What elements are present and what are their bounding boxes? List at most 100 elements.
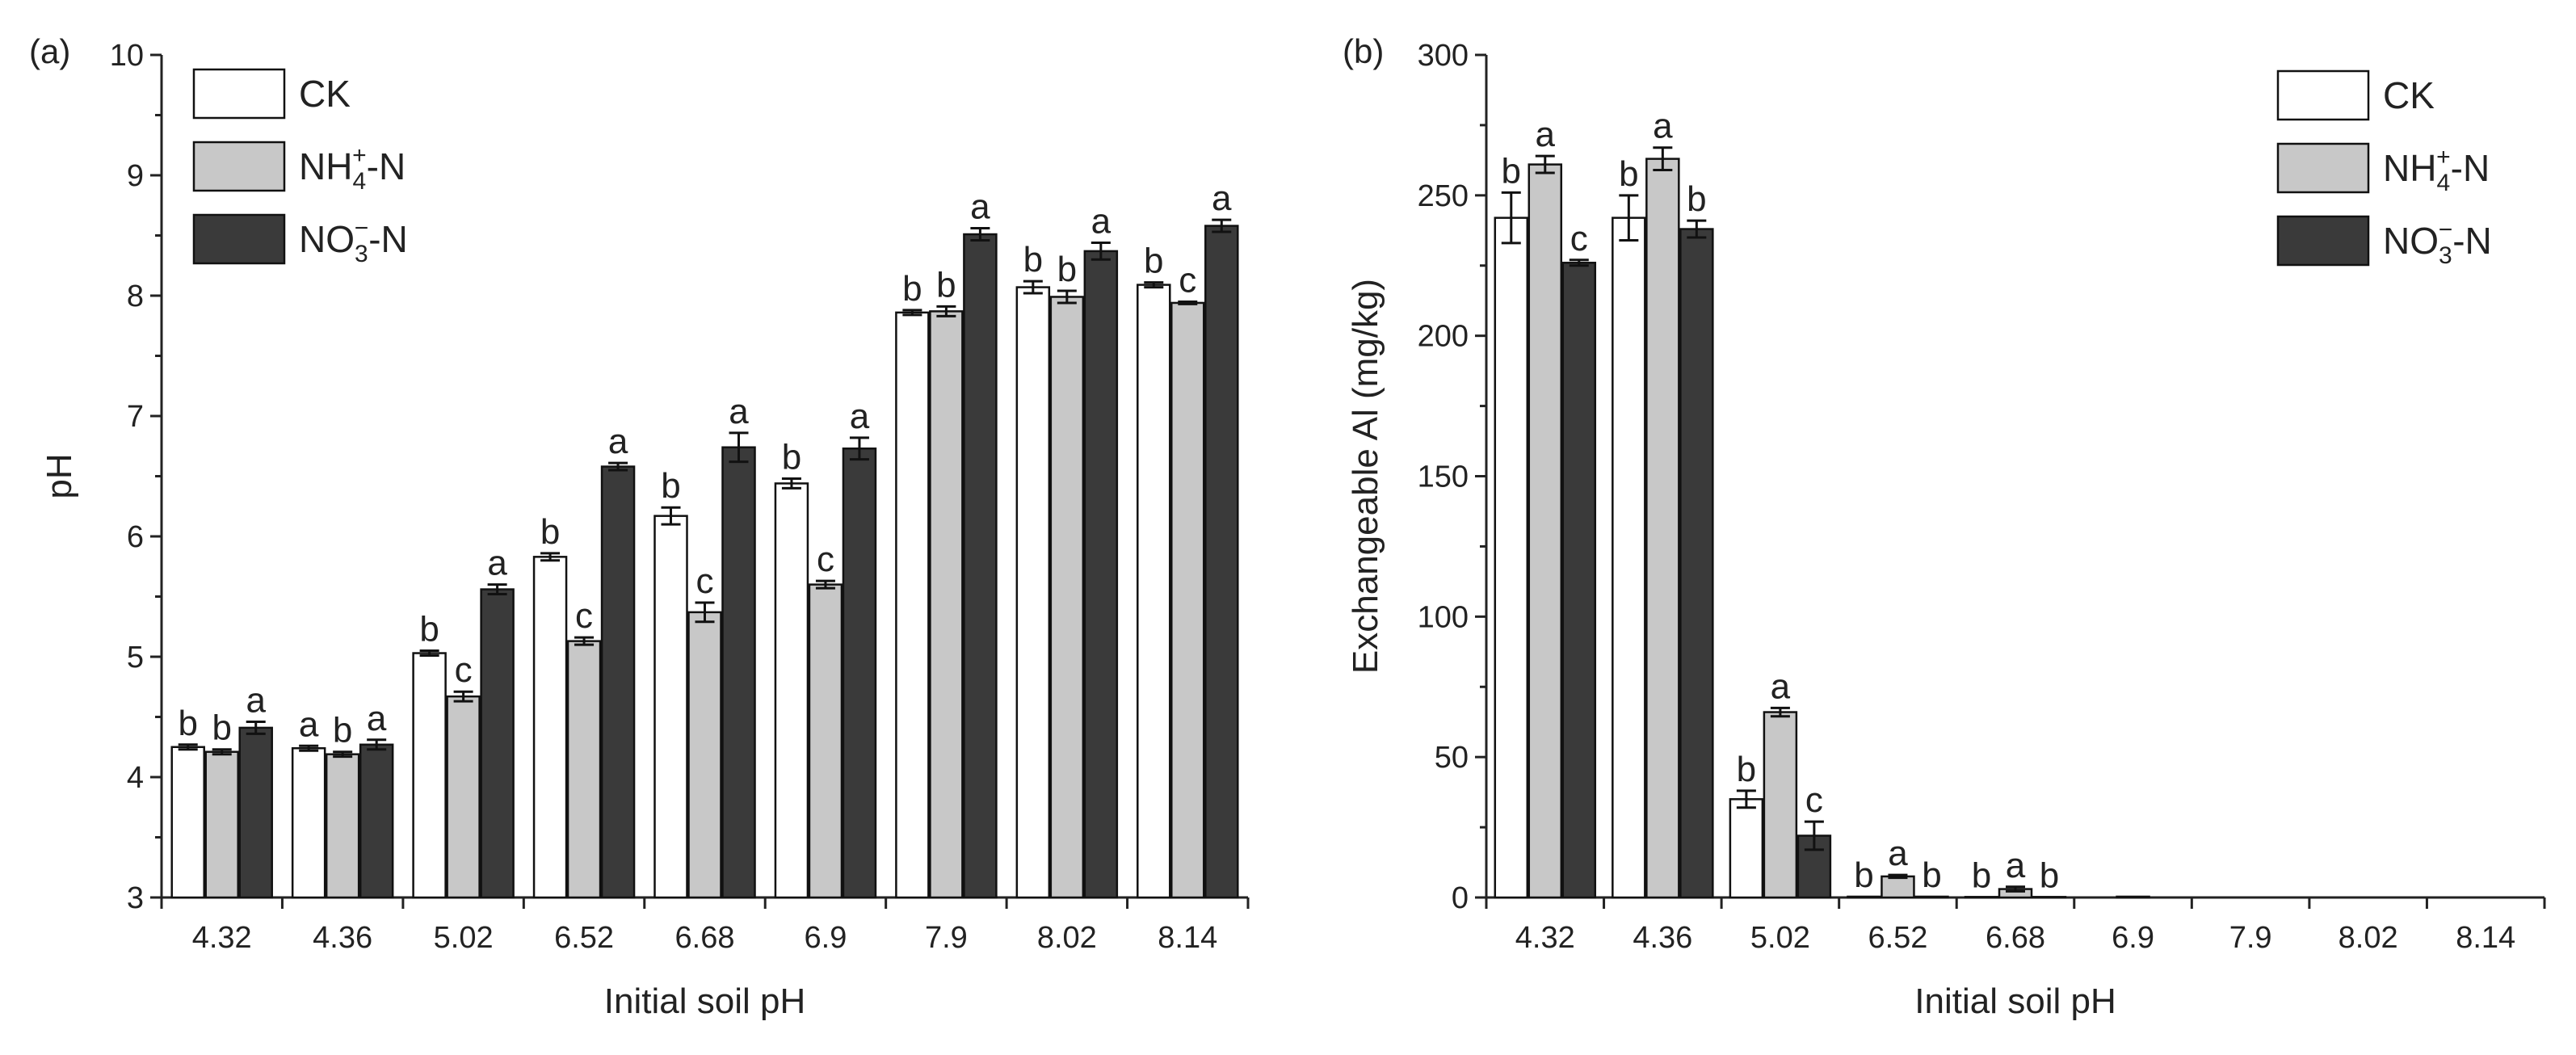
bar-NH4+-N-5.02 <box>1763 711 1798 899</box>
error-bar <box>367 738 387 751</box>
error-bar <box>1619 194 1639 242</box>
significance-letter: a <box>246 680 266 720</box>
legend-swatch <box>2276 215 2370 267</box>
x-tick-label: 4.36 <box>1633 921 1692 955</box>
error-bar <box>1023 280 1043 295</box>
panel-b: (b) 0 50 100 150 200 250 300 4.32 4.36 5.02 6.52 6.6… <box>1343 32 2546 1021</box>
significance-letter: b <box>936 265 956 305</box>
significance-letter: a <box>487 544 507 583</box>
error-bar <box>1144 281 1164 289</box>
y-tick-label: 6 <box>127 520 144 554</box>
error-bar <box>453 690 473 703</box>
significance-letter: c <box>1805 780 1823 820</box>
x-tick-label: 4.32 <box>1515 921 1575 955</box>
x-tick-label: 8.02 <box>1037 921 1097 955</box>
x-tick-label: 6.52 <box>554 921 614 955</box>
significance-letter: c <box>455 650 473 690</box>
significance-letter: b <box>1502 151 1521 191</box>
error-bar <box>246 720 266 735</box>
x-tick-label: 7.9 <box>2229 921 2272 955</box>
y-axis-label: pH <box>40 453 79 498</box>
significance-letter: a <box>1771 666 1791 706</box>
y-tick-label: 7 <box>127 400 144 434</box>
error-bar <box>574 636 595 646</box>
y-tick-label: 300 <box>1418 39 1469 73</box>
significance-letter: a <box>970 187 990 227</box>
error-bar <box>1736 789 1756 809</box>
significance-letter: c <box>1570 219 1588 258</box>
legend-label: NH4+-N <box>2383 144 2490 196</box>
panel-label: (b) <box>1343 32 1384 70</box>
error-bar <box>540 552 561 562</box>
y-tick-label: 200 <box>1418 320 1469 354</box>
y-tick-label: 3 <box>127 881 144 915</box>
significance-letter: b <box>1057 250 1077 289</box>
significance-letter: a <box>299 704 319 744</box>
legend-swatch <box>2276 142 2370 194</box>
bar-CK-5.02 <box>412 652 447 899</box>
x-tick-label: 4.36 <box>313 921 372 955</box>
significance-letter: b <box>1619 154 1638 194</box>
error-bar <box>1535 154 1555 174</box>
legend-swatch <box>192 213 286 265</box>
error-bar <box>1687 219 1707 239</box>
significance-letter: b <box>661 466 680 506</box>
bar-NO3--N-6.9 <box>842 447 877 899</box>
bar-NO3--N-5.02 <box>480 588 515 899</box>
legend-label: CK <box>2383 74 2435 116</box>
bar-CK-6.9 <box>774 482 809 899</box>
bar-NO3--N-4.32 <box>1561 262 1597 899</box>
bar-NH4+-N-4.36 <box>325 753 360 899</box>
error-bar <box>1888 873 1908 880</box>
bar-NH4+-N-6.52 <box>566 640 602 899</box>
bar-NO3--N-4.36 <box>359 743 394 899</box>
significance-letter: c <box>696 561 714 601</box>
significance-letter: b <box>902 269 922 309</box>
y-tick-label: 10 <box>110 39 144 73</box>
error-bar <box>936 305 956 317</box>
bar-NO3--N-7.9 <box>963 233 998 899</box>
significance-letter: b <box>2040 855 2059 895</box>
error-bar <box>849 436 869 461</box>
x-tick-label: 7.9 <box>925 921 968 955</box>
error-bar <box>781 477 801 490</box>
bar-NO3--N-8.14 <box>1204 225 1239 899</box>
significance-letter: a <box>850 397 870 436</box>
legend-swatch <box>192 68 286 120</box>
error-bar <box>1569 258 1589 267</box>
significance-letter: a <box>608 422 628 461</box>
panel-a: (a) 3 4 5 6 7 8 9 10 4.32 4.36 5.02 6.52 6.68 6.9 7.9 8.… <box>29 32 1250 1021</box>
error-bar <box>608 461 628 472</box>
bar-NH4+-N-8.02 <box>1049 296 1085 899</box>
error-bar <box>1178 300 1198 305</box>
legend-swatch <box>192 141 286 192</box>
x-tick-label: 6.9 <box>805 921 847 955</box>
significance-letter: a <box>2006 846 2026 885</box>
bar-CK-6.68 <box>653 515 688 899</box>
legend-label: NO3−-N <box>2383 216 2492 269</box>
y-tick-label: 0 <box>1452 881 1469 915</box>
bar-NO3--N-4.32 <box>238 726 273 899</box>
significance-letter: b <box>333 711 352 750</box>
y-tick-label: 8 <box>127 280 144 313</box>
error-bar <box>1057 289 1077 305</box>
error-bar <box>178 743 198 751</box>
x-tick-label: 5.02 <box>434 921 494 955</box>
error-bar <box>695 601 715 624</box>
error-bar <box>2006 885 2025 893</box>
bar-CK-7.9 <box>895 311 930 899</box>
significance-letter: a <box>1653 107 1673 146</box>
error-bar <box>1804 820 1824 851</box>
x-tick-label: 6.9 <box>2112 921 2154 955</box>
error-bar <box>299 744 319 752</box>
bar-NO3--N-6.68 <box>721 446 756 899</box>
y-tick-label: 4 <box>127 761 144 795</box>
error-bar <box>487 583 507 596</box>
error-bar <box>1770 706 1790 718</box>
bar-NH4+-N-4.32 <box>204 750 239 899</box>
y-tick-label: 100 <box>1418 600 1469 634</box>
x-tick-label: 4.32 <box>192 921 252 955</box>
significance-letter: a <box>367 699 387 738</box>
y-tick-label: 9 <box>127 159 144 193</box>
